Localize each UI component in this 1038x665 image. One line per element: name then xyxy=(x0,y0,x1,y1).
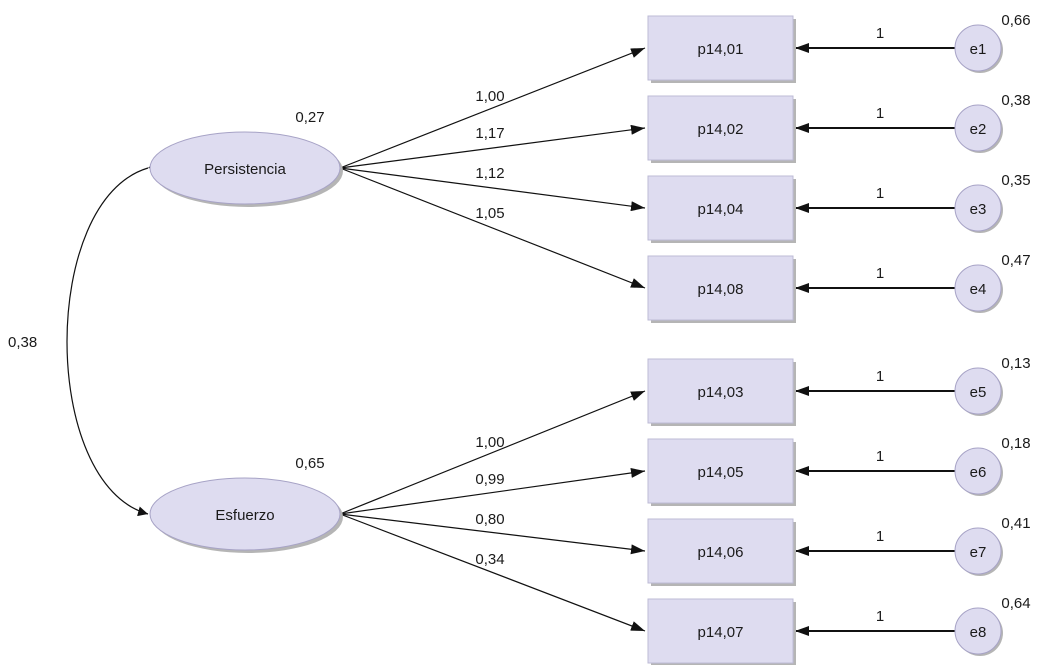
factor-name: Esfuerzo xyxy=(215,507,274,524)
indicator-name: p14,03 xyxy=(698,384,744,401)
indicator-name: p14,05 xyxy=(698,464,744,481)
factor-node xyxy=(149,131,341,205)
indicator-name: p14,08 xyxy=(698,281,744,298)
indicator-name: p14,01 xyxy=(698,41,744,58)
error-node xyxy=(954,527,1002,575)
error-path-label: 1 xyxy=(876,448,884,465)
loading-arrow xyxy=(339,167,646,289)
indicator-box xyxy=(647,15,794,81)
loading-label: 1,00 xyxy=(475,88,504,105)
nodes-layer xyxy=(149,15,1003,665)
loading-arrow xyxy=(339,47,646,169)
loading-arrow xyxy=(339,513,646,632)
loading-label: 1,00 xyxy=(475,434,504,451)
error-path-label: 1 xyxy=(876,368,884,385)
error-node xyxy=(954,264,1002,312)
indicator-name: p14,04 xyxy=(698,201,744,218)
error-name: e6 xyxy=(970,464,987,481)
indicator-name: p14,06 xyxy=(698,544,744,561)
error-path-label: 1 xyxy=(876,185,884,202)
indicator-box xyxy=(647,255,794,321)
covariance-arrow xyxy=(66,160,160,517)
indicator-box xyxy=(647,598,794,664)
indicator-name: p14,07 xyxy=(698,624,744,641)
error-node xyxy=(954,607,1002,655)
indicator-box xyxy=(647,438,794,504)
indicator-name: p14,02 xyxy=(698,121,744,138)
indicator-box xyxy=(647,175,794,241)
covariance-label: 0,38 xyxy=(8,334,37,351)
error-variance: 0,35 xyxy=(1001,172,1030,189)
error-path-label: 1 xyxy=(876,265,884,282)
error-variance: 0,18 xyxy=(1001,435,1030,452)
factor-name: Persistencia xyxy=(204,161,286,178)
loading-arrow xyxy=(339,390,646,515)
indicator-box xyxy=(647,358,794,424)
error-node xyxy=(954,24,1002,72)
loading-label: 1,12 xyxy=(475,165,504,182)
error-node xyxy=(954,184,1002,232)
error-node xyxy=(954,447,1002,495)
factor-variance: 0,65 xyxy=(295,455,324,472)
error-variance: 0,66 xyxy=(1001,12,1030,29)
error-variance: 0,13 xyxy=(1001,355,1030,372)
error-variance: 0,41 xyxy=(1001,515,1030,532)
loading-label: 0,99 xyxy=(475,471,504,488)
error-name: e2 xyxy=(970,121,987,138)
error-path-label: 1 xyxy=(876,528,884,545)
loading-arrow xyxy=(339,167,646,212)
error-name: e7 xyxy=(970,544,987,561)
edges-layer xyxy=(66,43,955,636)
error-name: e3 xyxy=(970,201,987,218)
loading-label: 0,34 xyxy=(475,551,504,568)
error-path-label: 1 xyxy=(876,608,884,625)
loading-arrow xyxy=(339,468,646,515)
error-name: e1 xyxy=(970,41,987,58)
error-name: e8 xyxy=(970,624,987,641)
error-path-label: 1 xyxy=(876,25,884,42)
loading-arrow xyxy=(339,513,646,555)
loading-label: 0,80 xyxy=(475,511,504,528)
error-node xyxy=(954,104,1002,152)
error-name: e5 xyxy=(970,384,987,401)
loading-label: 1,17 xyxy=(475,125,504,142)
loading-arrow xyxy=(339,124,646,169)
factor-node xyxy=(149,477,341,551)
factor-variance: 0,27 xyxy=(295,109,324,126)
error-variance: 0,38 xyxy=(1001,92,1030,109)
indicator-box xyxy=(647,95,794,161)
error-name: e4 xyxy=(970,281,987,298)
error-node xyxy=(954,367,1002,415)
error-variance: 0,64 xyxy=(1001,595,1030,612)
indicator-box xyxy=(647,518,794,584)
loading-label: 1,05 xyxy=(475,205,504,222)
error-path-label: 1 xyxy=(876,105,884,122)
error-variance: 0,47 xyxy=(1001,252,1030,269)
labels-layer: 0,38 Persistencia 0,27 1,00 p14,01 1 e1 0,66 1,1… xyxy=(8,12,1031,641)
